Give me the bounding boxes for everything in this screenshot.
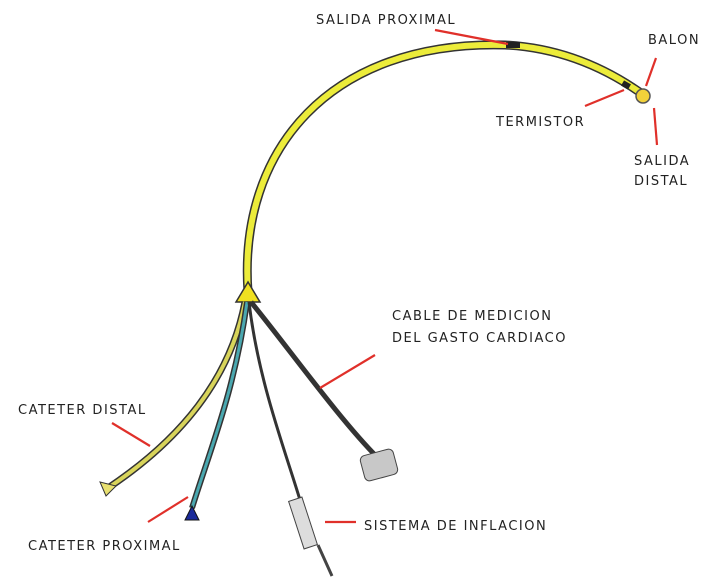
syringe-plunger [316, 544, 334, 577]
label: DISTAL [634, 174, 688, 189]
leader [644, 57, 658, 87]
label: SALIDA [634, 154, 690, 169]
label: SISTEMA DE INFLACION [364, 519, 547, 534]
catheter-outline [242, 40, 648, 293]
label: CABLE DE MEDICION [392, 309, 552, 324]
hub [234, 280, 262, 303]
label: TERMISTOR [495, 115, 585, 130]
leader [147, 496, 189, 523]
catheter [244, 41, 647, 293]
proximal-connector [184, 504, 200, 521]
label: CATETER PROXIMAL [28, 539, 181, 554]
label: SALIDA PROXIMAL [316, 13, 456, 28]
leader [434, 28, 509, 46]
branch-distal [106, 301, 247, 490]
leader [652, 107, 659, 146]
branch-cable [249, 300, 380, 460]
label: DEL GASTO CARDIACO [392, 331, 567, 346]
leader [111, 422, 151, 447]
distal-connector [99, 481, 117, 497]
cable-connector [359, 448, 399, 482]
branch-distal-outline [106, 301, 249, 491]
branch-inflation [247, 301, 302, 501]
branch-proximal [190, 301, 249, 509]
balloon [635, 88, 651, 104]
leader [584, 88, 625, 108]
proximal-port [506, 42, 520, 48]
leader [319, 354, 376, 389]
label: CATETER DISTAL [18, 403, 147, 418]
label: BALON [648, 33, 700, 48]
syringe [287, 496, 319, 550]
thermistor [621, 80, 631, 90]
